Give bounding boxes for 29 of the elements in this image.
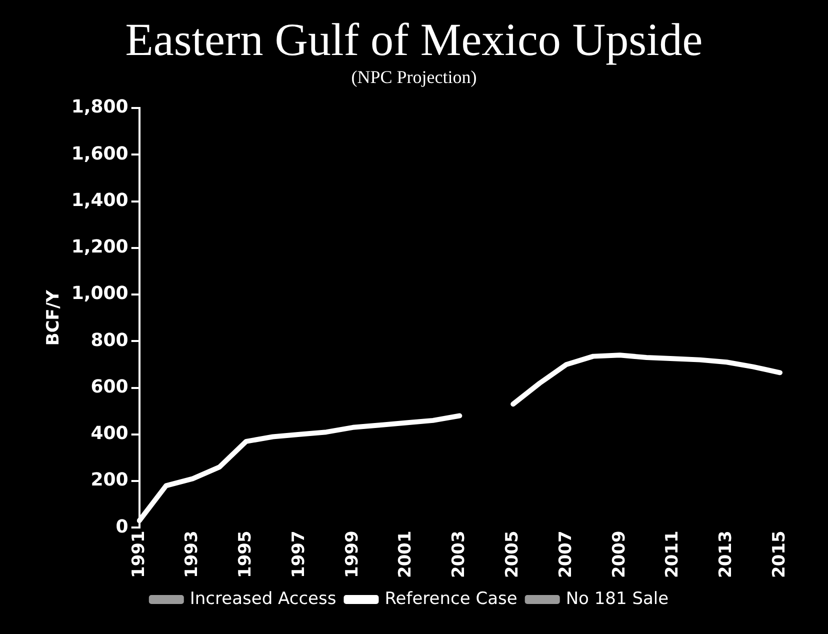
x-tick-label: 2015 [769,530,790,578]
x-tick-label: 1995 [236,530,256,578]
y-tick-label: 600 [90,376,128,398]
y-tick-label: 1,800 [71,96,128,118]
y-tick-label: 400 [90,423,128,444]
x-tick-label: 2009 [609,530,630,578]
x-tick-label: 1993 [182,530,202,578]
y-axis-title: BCF/Y [44,289,64,346]
x-tick-label: 2013 [716,530,736,578]
x-tick-label: 1999 [342,530,362,578]
y-tick-label: 1,400 [71,190,128,211]
x-tick-label: 2011 [662,530,683,578]
legend-label: No 181 Sale [566,588,669,609]
x-tick-label: 1991 [128,530,149,578]
x-tick-label: 2001 [396,530,416,578]
y-tick-label: 0 [116,516,128,538]
chart-title: Eastern Gulf of Mexico Upside [124,14,704,66]
chart-subtitle: (NPC Projection) [350,66,478,88]
x-tick-label: 1997 [288,530,309,578]
y-tick-label: 1,200 [71,236,128,258]
y-tick-label: 200 [90,470,128,491]
legend-label: Reference Case [384,588,518,609]
x-tick-label: 2003 [449,530,470,578]
y-tick-label: 800 [90,330,128,351]
legend-label: Increased Access [190,588,336,609]
x-tick-label: 2007 [556,530,576,578]
y-tick-label: 1,000 [71,283,128,304]
x-tick-label: 2005 [502,530,522,578]
y-tick-label: 1,600 [71,143,128,164]
